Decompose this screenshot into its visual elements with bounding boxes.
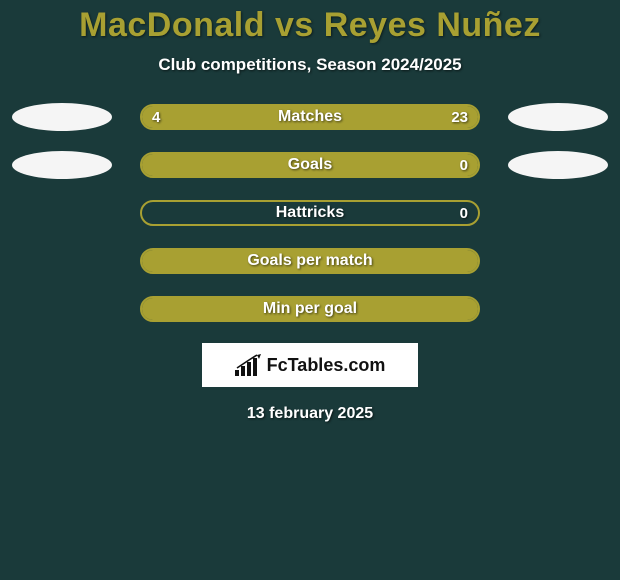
stat-value-right: 0 [460,154,468,176]
avatar-spacer [12,295,112,323]
avatar-spacer [12,247,112,275]
stat-bar: 423Matches [140,104,480,130]
stat-bar-fill-right [192,106,478,128]
stat-value-right: 23 [451,106,468,128]
bars-icon [235,354,261,376]
avatar-spacer [12,199,112,227]
player-avatar-right [508,151,608,179]
page-title: MacDonald vs Reyes Nuñez [0,6,620,45]
source-logo: FcTables.com [202,343,418,387]
comparison-card: MacDonald vs Reyes Nuñez Club competitio… [0,0,620,423]
stat-row: 0Hattricks [0,199,620,227]
stat-value-right: 0 [460,202,468,224]
stat-bar: Min per goal [140,296,480,322]
avatar-spacer [508,199,608,227]
stat-row: 0Goals [0,151,620,179]
subtitle: Club competitions, Season 2024/2025 [0,55,620,75]
stat-bar-fill-left [142,298,478,320]
player-avatar-right [508,103,608,131]
stat-bar-fill-left [142,106,192,128]
stat-bar-fill-left [142,250,478,272]
stat-bar: Goals per match [140,248,480,274]
stats-rows: 423Matches0Goals0HattricksGoals per matc… [0,103,620,323]
stat-bar: 0Goals [140,152,480,178]
stat-label: Hattricks [142,202,478,224]
source-logo-text: FcTables.com [267,355,386,376]
avatar-spacer [508,295,608,323]
stat-bar-fill-left [142,154,478,176]
player-avatar-left [12,151,112,179]
player-avatar-left [12,103,112,131]
stat-value-left: 4 [152,106,160,128]
stat-row: Goals per match [0,247,620,275]
stat-row: 423Matches [0,103,620,131]
date-label: 13 february 2025 [0,405,620,423]
stat-bar: 0Hattricks [140,200,480,226]
avatar-spacer [508,247,608,275]
stat-row: Min per goal [0,295,620,323]
